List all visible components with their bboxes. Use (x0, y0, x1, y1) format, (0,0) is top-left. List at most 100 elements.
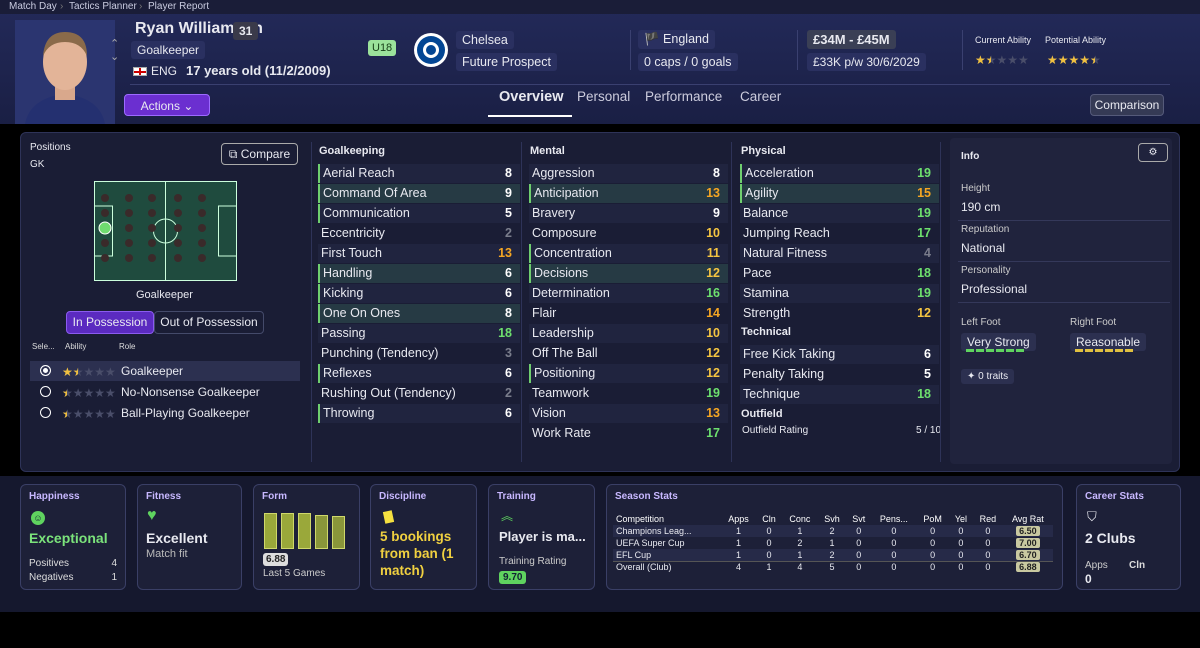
column-header: Yel (954, 514, 968, 524)
player-name: Ryan Williamson (135, 20, 263, 37)
pitch-slot (101, 209, 109, 217)
attribute-value: 18 (917, 387, 931, 401)
attribute-value: 10 (706, 326, 720, 340)
pitch-slot (125, 239, 133, 247)
attribute-value: 6 (505, 406, 512, 420)
stat-cell: 0 (930, 538, 936, 548)
stat-cell: 0 (891, 538, 897, 548)
column-header: Ability (65, 342, 87, 351)
crumb[interactable]: Tactics Planner (69, 1, 137, 12)
attribute-name: Jumping Reach (743, 226, 830, 240)
pitch-slot (174, 254, 182, 262)
role-row[interactable]: ★★★★★★★★★★ Goalkeeper (30, 361, 300, 381)
attribute-name: Stamina (743, 286, 789, 300)
stat-cell: 6.50 (1003, 525, 1053, 537)
attribute-name: Determination (532, 286, 610, 300)
attribute-name: Anticipation (534, 186, 599, 200)
stat-cell: 7.00 (1003, 537, 1053, 549)
radio[interactable] (40, 386, 51, 397)
stat-cell: 0 (766, 538, 772, 548)
role-row[interactable]: ★★★★★★★★★★ No-Nonsense Goalkeeper (30, 382, 300, 402)
nationality: ENG (151, 64, 178, 78)
stat-cell: 0 (891, 526, 897, 536)
training-card[interactable]: Training ︽ Player is ma... Training Rati… (488, 484, 595, 590)
country-name: England (663, 32, 709, 46)
traits[interactable]: ✦ 0 traits (961, 369, 1015, 384)
mode-tab[interactable]: In Possession (66, 311, 154, 334)
divider (311, 142, 312, 462)
pitch-slot (174, 239, 182, 247)
attribute-value: 17 (706, 426, 720, 440)
attribute-name: Aggression (532, 166, 595, 180)
stats-row[interactable]: UEFA Super Cup 1 0 2 1 0 0 0 0 0 7.00 (613, 537, 1053, 549)
attribute-row: Determination 16 (529, 284, 728, 303)
star-fill: ★★★★★ (1047, 53, 1095, 67)
info-value: Professional (961, 282, 1028, 296)
attribute-name: Rushing Out (Tendency) (321, 386, 456, 400)
attribute-row: Leadership 10 (529, 324, 728, 343)
pa-stars: ★★★★★★★★★★ (1047, 51, 1101, 69)
country[interactable]: 🏴 England (638, 30, 715, 49)
attribute-row: One On Ones 8 (318, 304, 520, 323)
stats-row[interactable]: EFL Cup 1 0 1 2 0 0 0 0 0 6.70 (613, 549, 1053, 561)
stats-row[interactable]: Champions Leag... 1 0 1 2 0 0 0 0 0 6.50 (613, 525, 1053, 537)
attribute-name: Work Rate (532, 426, 591, 440)
discipline-card[interactable]: Discipline 5 bookings from ban (1 match) (370, 484, 477, 590)
competition: Champions Leag... (616, 526, 692, 536)
stat-cell: 0 (930, 549, 936, 560)
fitness-card[interactable]: Fitness ♥ Excellent Match fit (137, 484, 242, 590)
attribute-value: 16 (706, 286, 720, 300)
attribute-name: Composure (532, 226, 597, 240)
divider (958, 261, 1170, 262)
breadcrumb: Match Day › Tactics Planner › Player Rep… (0, 0, 1200, 14)
attribute-row: Pace 18 (740, 264, 939, 283)
attribute-row: Rushing Out (Tendency) 2 (318, 384, 520, 403)
pitch-slot (125, 224, 133, 232)
actions-button[interactable]: Actions ⌄ (124, 94, 210, 116)
happiness-card[interactable]: Happiness ☺ Exceptional Positives 4 Nega… (20, 484, 126, 590)
career-card[interactable]: Career Stats ⛉ 2 Clubs Apps 0 Cln (1076, 484, 1181, 590)
card-title: Fitness (146, 491, 182, 502)
foot-label: Right Foot (1070, 317, 1117, 328)
column-header: Pens... (879, 514, 908, 524)
stat-cell: 0 (958, 538, 964, 548)
compare-button[interactable]: ⧉ Compare (221, 143, 298, 165)
stat-cell: 0 (766, 526, 772, 536)
role-row[interactable]: ★★★★★★★★★★ Ball-Playing Goalkeeper (30, 403, 300, 423)
avg-rating: 6.88 (1016, 562, 1040, 573)
card-value: 5 bookings from ban (1 match) (380, 529, 454, 578)
attribute-name: Reflexes (323, 366, 372, 380)
avg-rating: 6.70 (1016, 549, 1040, 560)
card-title: Career Stats (1085, 491, 1144, 502)
club-status: Future Prospect (456, 53, 557, 71)
role-stars: ★★★★★★★★★★ (62, 405, 116, 423)
attribute-row: Technique 18 (740, 385, 939, 404)
stat-cell: 0 (856, 526, 862, 536)
attribute-value: 6 (505, 266, 512, 280)
attribute-row: Jumping Reach 17 (740, 224, 939, 243)
info-title: Info (961, 151, 980, 162)
radio[interactable] (40, 365, 51, 376)
stat-cell: 2 (829, 526, 835, 536)
form-card[interactable]: Form 6.88 Last 5 Games (253, 484, 360, 590)
info-settings[interactable]: ⚙ (1138, 143, 1168, 162)
tab[interactable]: Career (740, 89, 782, 104)
attribute-row: Aerial Reach 8 (318, 164, 520, 183)
season-stats-card[interactable]: Season Stats Competition Apps Cln Conc Svh Sv… (606, 484, 1063, 590)
pitch-slot (198, 239, 206, 247)
comparison-button[interactable]: Comparison (1090, 94, 1164, 116)
attribute-row: Teamwork 19 (529, 384, 728, 403)
mode-tab[interactable]: Out of Possession (154, 311, 264, 334)
crumb[interactable]: Match Day (9, 1, 57, 12)
tab-underline (488, 115, 572, 117)
tab[interactable]: Overview (499, 89, 564, 105)
attribute-row: Composure 10 (529, 224, 728, 243)
attribute-row: Off The Ball 12 (529, 344, 728, 363)
tab[interactable]: Personal (577, 89, 631, 104)
radio[interactable] (40, 407, 51, 418)
attribute-value: 18 (917, 266, 931, 280)
tab[interactable]: Performance (645, 89, 723, 104)
attribute-name: Technique (743, 387, 800, 401)
star-fill: ★★★★★ (62, 407, 67, 421)
club[interactable]: Chelsea (456, 31, 514, 49)
